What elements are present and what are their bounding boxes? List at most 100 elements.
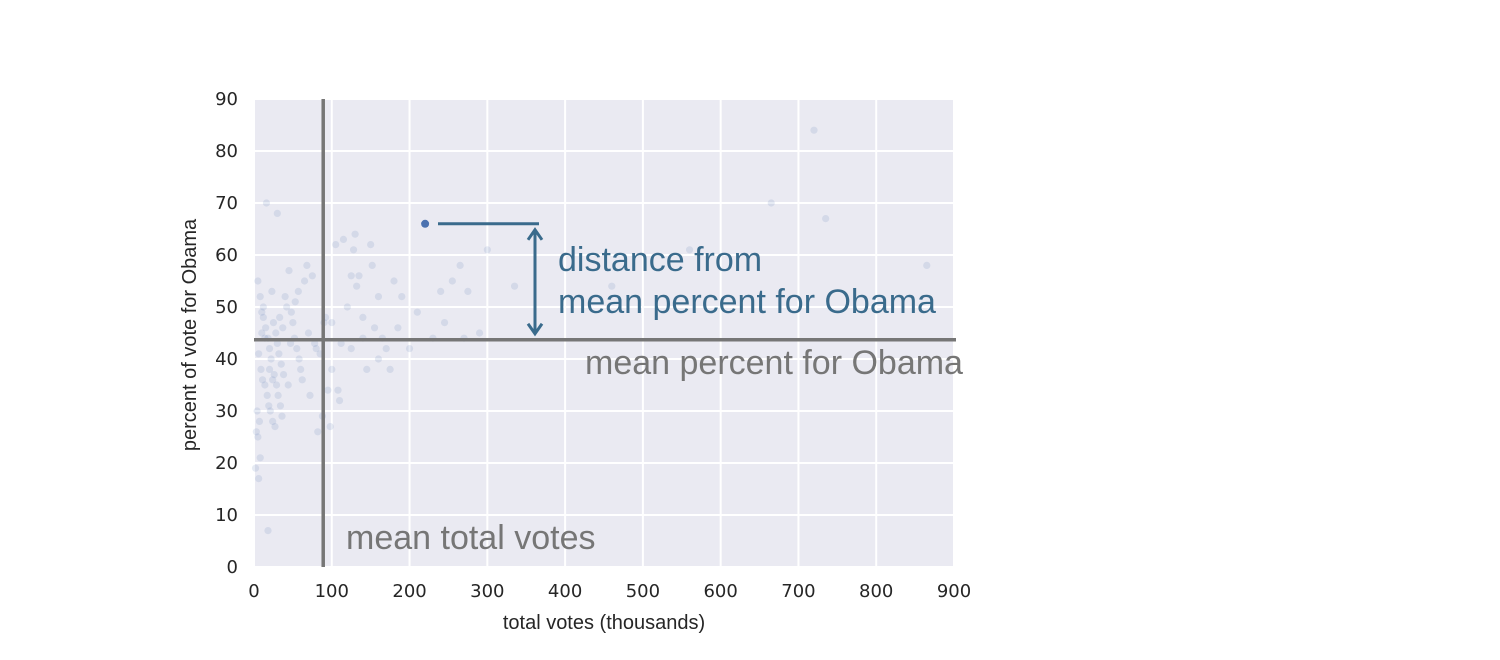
data-point	[308, 272, 316, 280]
data-point	[295, 355, 303, 363]
y-tick-label: 0	[227, 557, 238, 578]
data-point	[306, 391, 314, 399]
data-point	[440, 319, 449, 327]
mean-total-votes-label: mean total votes	[346, 519, 595, 557]
data-point	[349, 246, 358, 254]
data-point	[274, 391, 282, 399]
data-point	[276, 313, 284, 321]
y-axis-label: percent of vote for Obama	[179, 218, 201, 451]
data-point	[283, 303, 291, 311]
data-point	[286, 339, 295, 347]
data-point	[326, 423, 334, 431]
data-point	[255, 350, 263, 358]
data-point	[285, 267, 293, 275]
data-point	[314, 428, 322, 436]
data-point	[273, 209, 281, 217]
data-point	[259, 313, 267, 321]
y-tick-label: 80	[215, 141, 238, 162]
data-point	[923, 261, 931, 269]
data-point	[265, 345, 274, 353]
data-point	[298, 376, 306, 384]
data-point	[367, 241, 375, 249]
data-point	[456, 261, 464, 269]
data-point	[374, 293, 383, 301]
data-point	[390, 277, 398, 285]
data-point	[335, 397, 344, 405]
data-point	[276, 402, 285, 410]
data-point	[284, 381, 292, 389]
x-tick-label: 500	[626, 581, 660, 602]
data-point	[374, 355, 383, 363]
y-tick-label: 30	[215, 401, 238, 422]
data-point	[270, 371, 278, 379]
data-point	[258, 329, 266, 337]
data-point	[294, 287, 302, 295]
data-point	[328, 319, 336, 327]
data-point	[300, 277, 309, 285]
data-point	[291, 298, 299, 306]
data-point	[339, 235, 348, 243]
data-point	[272, 329, 280, 337]
data-point	[386, 365, 394, 373]
data-point	[253, 407, 261, 415]
data-point	[271, 423, 279, 431]
data-point	[293, 345, 301, 353]
data-point	[251, 464, 260, 472]
x-tick-labels: 0 100 200 300 400 500 600 700 800 900	[248, 581, 971, 602]
highlight-group	[421, 219, 544, 337]
data-point	[256, 293, 264, 301]
data-point	[264, 527, 272, 535]
x-tick-label: 0	[248, 581, 259, 602]
distance-label-line2: mean percent for Obama	[558, 283, 936, 321]
data-point	[255, 417, 264, 425]
x-tick-label: 900	[937, 581, 971, 602]
data-point	[437, 287, 445, 295]
data-point	[254, 433, 262, 441]
y-tick-label: 60	[215, 245, 238, 266]
data-point	[258, 308, 266, 316]
data-point	[266, 407, 274, 415]
y-tick-label: 20	[215, 453, 238, 474]
data-point	[363, 365, 371, 373]
y-tick-label: 90	[215, 89, 238, 110]
data-point	[332, 241, 340, 249]
data-point	[254, 277, 262, 285]
data-point	[269, 417, 277, 425]
data-point	[359, 313, 367, 321]
data-point	[510, 282, 519, 290]
grid-lines	[253, 98, 955, 568]
data-point	[413, 308, 421, 316]
x-tick-label: 300	[470, 581, 504, 602]
data-point	[275, 350, 283, 358]
x-tick-label: 600	[703, 581, 737, 602]
data-point	[483, 246, 491, 254]
data-point	[255, 475, 263, 483]
data-point	[265, 402, 273, 410]
data-point	[262, 324, 270, 332]
data-point	[281, 293, 289, 301]
data-point	[303, 261, 311, 269]
y-tick-label: 10	[215, 505, 238, 526]
data-point	[263, 391, 271, 399]
x-axis-label: total votes (thousands)	[503, 612, 705, 634]
data-point	[475, 329, 484, 337]
data-point	[279, 371, 288, 379]
data-point	[278, 412, 286, 420]
y-tick-label: 40	[215, 349, 238, 370]
data-point	[685, 246, 694, 254]
distance-arrow-head-top	[526, 227, 544, 241]
data-point	[608, 282, 616, 290]
data-point	[324, 386, 332, 394]
data-point	[370, 324, 379, 332]
data-point	[267, 355, 275, 363]
data-point	[311, 339, 319, 347]
x-tick-label: 200	[392, 581, 426, 602]
data-point	[405, 345, 414, 353]
data-point	[269, 319, 278, 327]
x-tick-label: 800	[859, 581, 893, 602]
plot-background	[254, 99, 954, 567]
data-point	[262, 199, 271, 207]
data-point	[277, 360, 285, 368]
data-point	[261, 381, 269, 389]
data-point	[355, 272, 363, 280]
